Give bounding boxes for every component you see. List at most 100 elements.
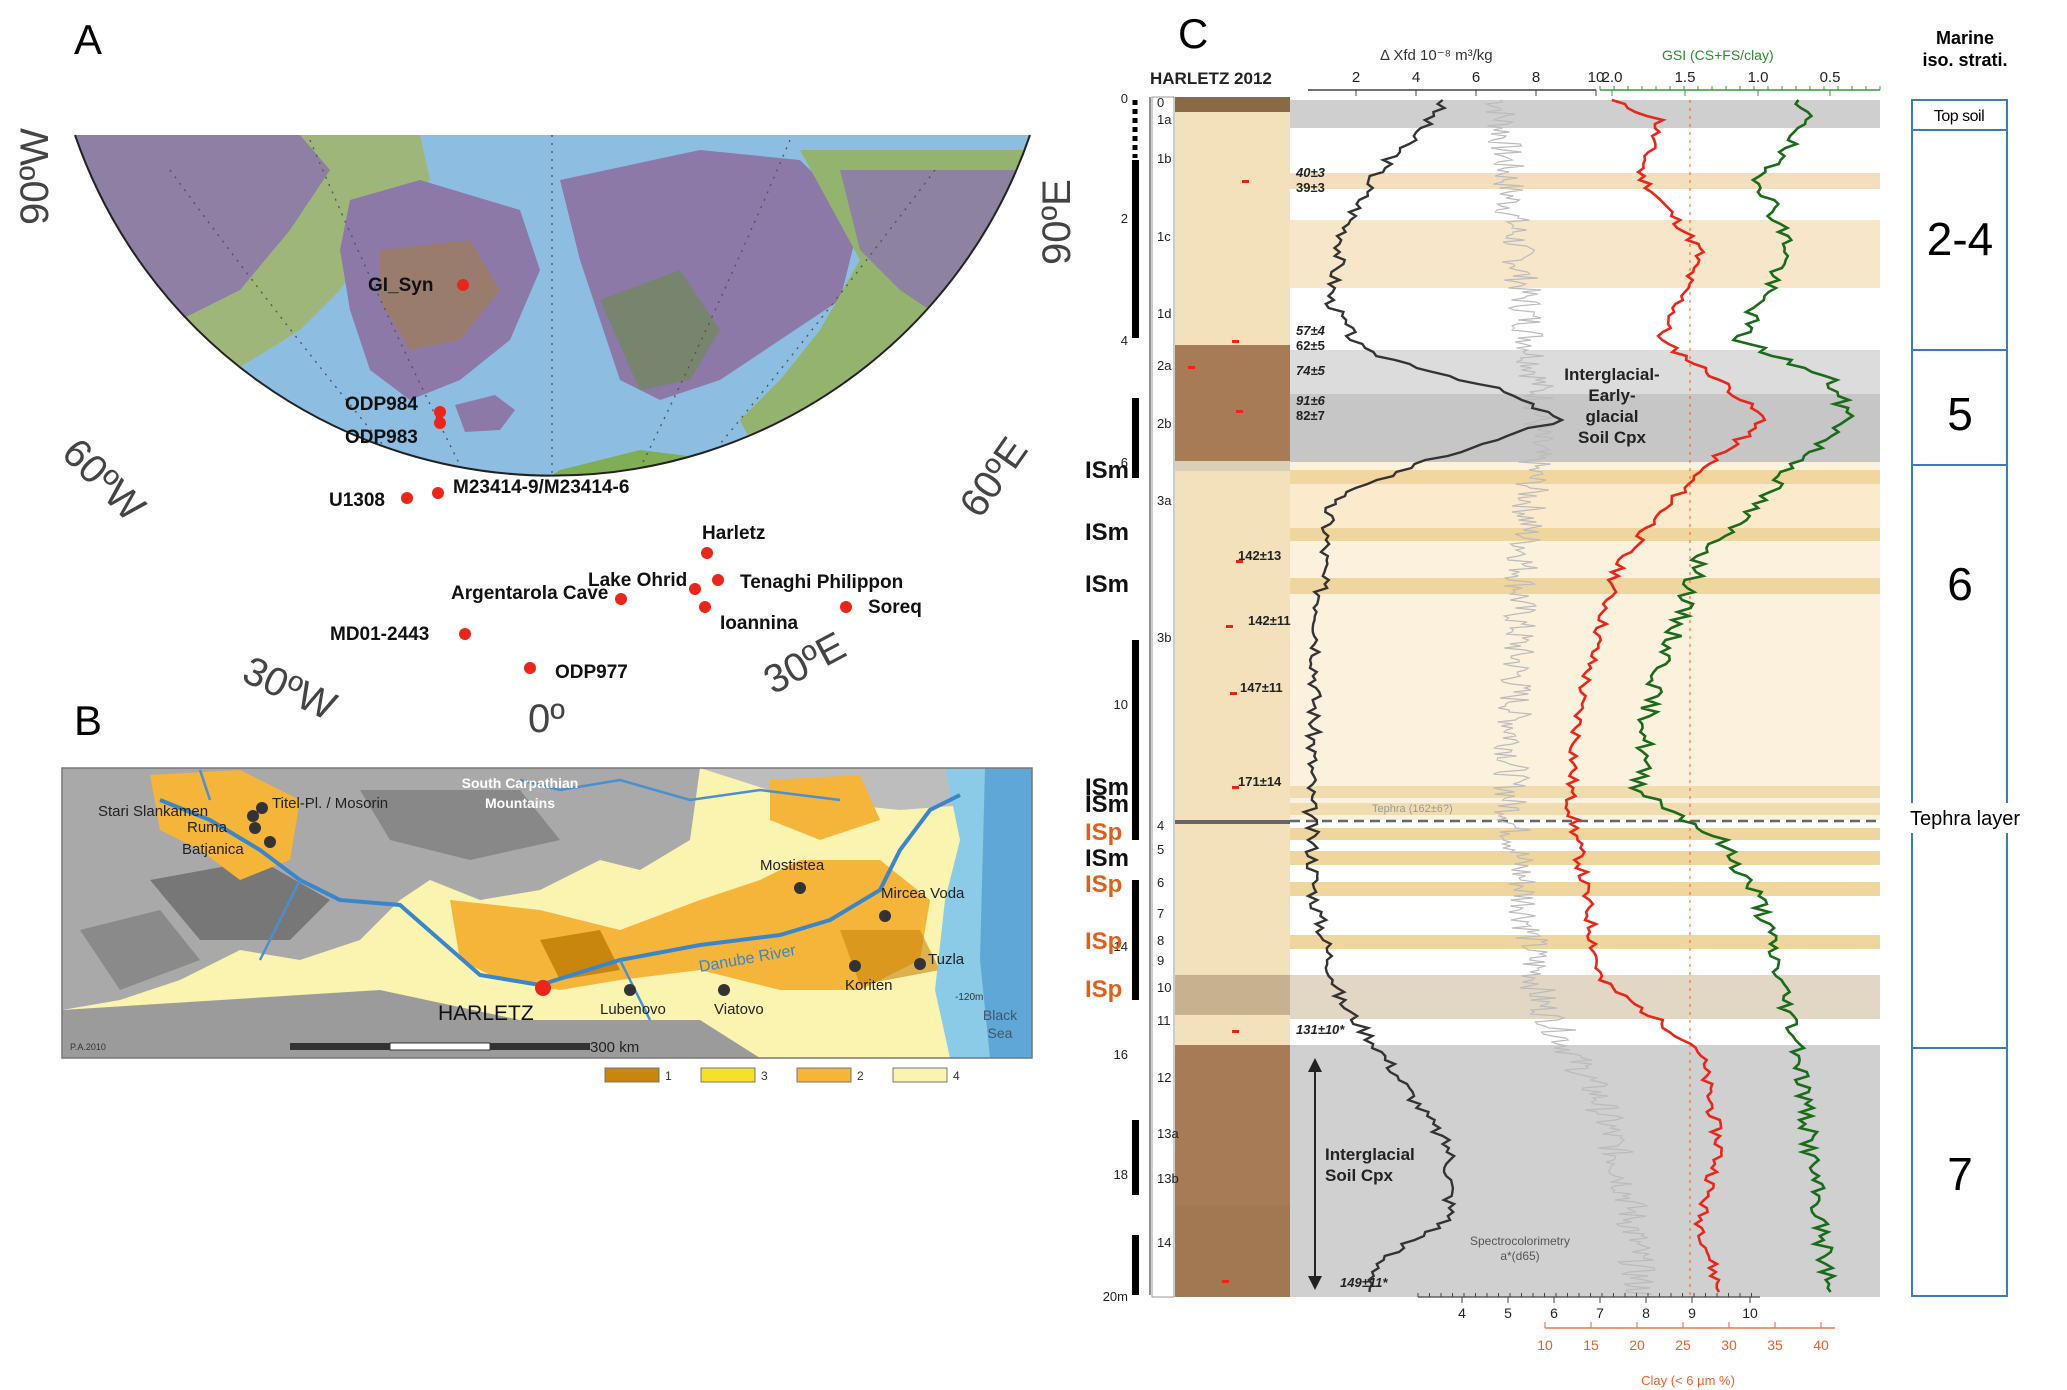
- bottom-axis-clay: 10 15 20 25 30 35 40 Clay (< 6 µm %): [1537, 1322, 1835, 1388]
- site-label: Mostistea: [760, 857, 825, 874]
- site-marker: [849, 960, 861, 972]
- lithology-column: [1175, 97, 1290, 1297]
- horizon-label: 3a: [1157, 493, 1172, 508]
- depth-tick-label: 4: [1121, 333, 1128, 348]
- clay-tick-label: 30: [1721, 1337, 1737, 1353]
- stage-label-2-4: 2-4: [1927, 213, 1993, 265]
- depth-tick-label: 10: [1114, 697, 1128, 712]
- stage-box-5: [1911, 349, 2008, 466]
- map-a: [75, 135, 1030, 476]
- gsi-curve: [1564, 98, 1767, 1293]
- profile-title: HARLETZ 2012: [1150, 69, 1272, 88]
- region-label-line1: South Carpathian: [462, 775, 579, 791]
- horizon-label: 6: [1157, 875, 1164, 890]
- astar-tick-label: 7: [1596, 1305, 1604, 1321]
- site-label: Ioannina: [720, 613, 799, 634]
- site-label: Argentarola Cave: [451, 583, 608, 604]
- site-marker: [701, 547, 713, 559]
- mis-header-line2: iso. strati.: [1922, 50, 2007, 70]
- date-label: 142±13: [1238, 548, 1281, 563]
- horizon-label: 2a: [1157, 358, 1172, 373]
- stage-label-5: 5: [1947, 388, 1973, 440]
- astar-tick-label: 4: [1458, 1305, 1466, 1321]
- site-label: U1308: [329, 490, 385, 511]
- legend-label: 1: [665, 1069, 672, 1083]
- is-label: ISm: [1085, 519, 1129, 546]
- gsi-tick-label: 1.0: [1748, 69, 1769, 86]
- date-labels: 40±339±3 57±462±5 74±5 91±682±7 142±13 142±11…: [1188, 165, 1388, 1290]
- horizon-label: 3b: [1157, 630, 1171, 645]
- annotation-early-line1: Interglacial-: [1564, 365, 1659, 384]
- horizon-label: 2b: [1157, 416, 1171, 431]
- tephra-layer-label: Tephra layer: [1910, 808, 2020, 830]
- clay-tick-label: 15: [1583, 1337, 1599, 1353]
- graticule-label-30w: 30ºW: [236, 648, 343, 729]
- site-label: Koriten: [845, 977, 893, 994]
- panel-letter-a: A: [74, 16, 102, 63]
- astar-tick-label: 9: [1688, 1305, 1696, 1321]
- site-marker: [434, 406, 446, 418]
- panel-letter-b: B: [74, 697, 102, 744]
- horizon-label: 11: [1157, 1013, 1171, 1028]
- site-marker: [699, 601, 711, 613]
- legend-swatch: [892, 1067, 948, 1083]
- clay-axis-title: Clay (< 6 µm %): [1641, 1373, 1735, 1388]
- site-label: Soreq: [868, 597, 922, 618]
- graticule-label-0: 0º: [528, 697, 565, 741]
- is-label: ISp: [1085, 928, 1122, 955]
- site-label: GI_Syn: [368, 275, 433, 296]
- horizon-label: 7: [1157, 906, 1164, 921]
- astar-tick-label: 8: [1642, 1305, 1650, 1321]
- horizon-label: 12: [1157, 1070, 1171, 1085]
- annotation-early-glacial: Interglacial- Early- glacial Soil Cpx: [1564, 365, 1659, 447]
- clay-tick-label: 35: [1767, 1337, 1783, 1353]
- annotation-interglacial-line2: Soil Cpx: [1325, 1166, 1394, 1185]
- astar-tick-label: 10: [1742, 1305, 1758, 1321]
- annotation-early-line3: glacial: [1586, 407, 1639, 426]
- site-marker: [247, 810, 259, 822]
- horizon-label: 1d: [1157, 306, 1171, 321]
- is-label: ISm: [1085, 791, 1129, 818]
- depth-tick-label: 2: [1121, 211, 1128, 226]
- panel-a: A: [13, 16, 1079, 741]
- is-label: ISm: [1085, 457, 1129, 484]
- horizon-label: 4: [1157, 818, 1164, 833]
- site-label: Viatovo: [714, 1001, 764, 1018]
- site-label: ODP977: [555, 662, 628, 683]
- mis-column: Marine iso. strati. Top soil 2-4 5 6 7 T…: [1882, 28, 2057, 1297]
- is-label: ISp: [1085, 976, 1122, 1003]
- map-b-legend: 1 3 2 4: [604, 1067, 960, 1083]
- site-marker: [256, 802, 268, 814]
- site-label: Lake Ohrid: [588, 570, 687, 591]
- topsoil-box: [1911, 99, 2008, 131]
- site-marker: [879, 910, 891, 922]
- horizon-label: 13b: [1157, 1171, 1179, 1186]
- clay-tick-label: 10: [1537, 1337, 1553, 1353]
- is-label: ISp: [1085, 819, 1122, 846]
- legend-label: 3: [761, 1069, 768, 1083]
- annotation-interglacial-line1: Interglacial: [1325, 1145, 1415, 1164]
- is-label: ISm: [1085, 774, 1129, 801]
- xfd-tick-label: 10: [1588, 69, 1605, 86]
- clay-tick-label: 25: [1675, 1337, 1691, 1353]
- map-b: [62, 768, 1032, 1058]
- is-label: ISm: [1085, 571, 1129, 598]
- depth-tick-label: 6: [1121, 455, 1128, 470]
- date-label: 39±3: [1296, 180, 1325, 195]
- gsi-axis-title: GSI (CS+FS/clay): [1662, 47, 1774, 63]
- annotation-interglacial: Interglacial Soil Cpx: [1325, 1145, 1415, 1185]
- map-b-sites: Stari Slankamen Titel-Pl. / Mosorin Ruma Ba…: [98, 795, 965, 1018]
- graticule-label-90e: 90ºE: [1035, 179, 1079, 265]
- graticule-label-90w: 90ºW: [13, 128, 57, 225]
- clay-tick-label: 40: [1813, 1337, 1829, 1353]
- astar-tick-label: 6: [1550, 1305, 1558, 1321]
- harletz-main-label: HARLETZ: [438, 1002, 534, 1025]
- site-label: Tenaghi Philippon: [740, 572, 903, 593]
- site-marker: [689, 583, 701, 595]
- horizon-label: 14: [1157, 1235, 1171, 1250]
- site-marker: [264, 836, 276, 848]
- site-marker: [457, 279, 469, 291]
- legend-label: 2: [857, 1069, 864, 1083]
- is-label: ISp: [1085, 871, 1122, 898]
